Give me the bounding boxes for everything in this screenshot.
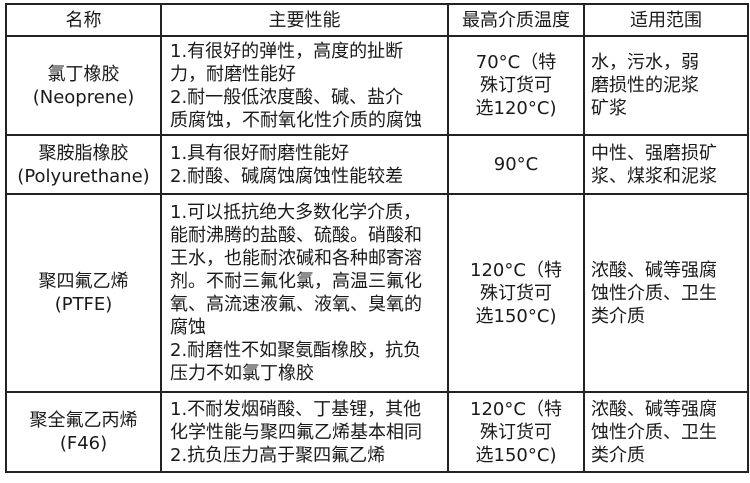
performance-cell: 1.可以抵抗绝大多数化学介质， 能耐沸腾的盐酸、硫酸。硝酸和 王水，也能耐浓碱和各种…	[160, 193, 449, 393]
cell-line: 120°C（特	[470, 398, 562, 420]
material-name: 氯丁橡胶 (Neoprene)	[5, 35, 162, 136]
max-temperature-cell: 90°C	[447, 134, 585, 195]
cell-line: 2.耐酸、碱腐蚀腐蚀性能较差	[170, 165, 404, 187]
cell-line: 王水，也能耐浓碱和各种邮寄溶	[170, 248, 422, 269]
cell-line: 聚胺脂橡胶	[38, 142, 129, 164]
table-row: 氯丁橡胶 (Neoprene) 1.有很好的弹性，高度的扯断 力，耐磨性能好 2.耐一般…	[5, 35, 749, 136]
cell-line: 氧、高流速液氟、液氧、臭氧的	[170, 294, 422, 315]
cell-line: 2.耐磨性不如聚氨酯橡胶，抗负	[170, 340, 422, 361]
performance-cell: 1.具有很好耐磨性能好 2.耐酸、碱腐蚀腐蚀性能较差	[160, 134, 449, 195]
cell-line: (F46)	[59, 433, 108, 454]
cell-line: 蚀性介质、卫生	[591, 421, 717, 443]
max-temperature-cell: 70°C（特 殊订货可 选120°C)	[447, 35, 585, 136]
cell-line: 力，耐磨性能好	[170, 63, 296, 85]
cell-line: 选150°C)	[475, 305, 557, 327]
header-performance: 主要性能	[160, 3, 449, 37]
cell-line: 殊订货可	[480, 421, 552, 443]
application-scope-cell: 水，污水，弱 磨损性的泥浆 矿浆	[583, 35, 749, 136]
cell-line: (PTFE)	[54, 294, 113, 315]
application-scope-cell: 浓酸、碱等强腐 蚀性介质、卫生 类介质	[583, 391, 749, 473]
performance-cell: 1.不耐发烟硝酸、丁基锂，其他 化学性能与聚四氟乙烯基本相同 2.抗负压力高于聚四氟…	[160, 391, 449, 473]
cell-line: 90°C	[493, 154, 539, 175]
cell-line: 水，污水，弱	[591, 52, 699, 73]
cell-line: (Polyurethane)	[17, 165, 150, 187]
cell-line: 殊订货可	[480, 282, 552, 304]
cell-line: 氯丁橡胶	[47, 63, 120, 85]
header-row: 名称 主要性能 最高介质温度 适用范围	[5, 3, 749, 37]
cell-line: 类介质	[591, 305, 645, 327]
cell-line: 2.抗负压力高于聚四氟乙烯	[170, 444, 386, 466]
cell-line: 腐蚀	[170, 317, 206, 338]
cell-line: 选150°C)	[475, 444, 557, 466]
cell-line: 能耐沸腾的盐酸、硫酸。硝酸和	[170, 225, 422, 246]
performance-cell: 1.有很好的弹性，高度的扯断 力，耐磨性能好 2.耐一般低浓度酸、碱、盐介 质腐蚀，不…	[160, 35, 449, 136]
cell-line: 70°C（特	[475, 52, 557, 73]
cell-line: 浓酸、碱等强腐	[591, 398, 717, 420]
cell-line: 120°C（特	[470, 259, 562, 281]
application-scope-cell: 中性、强磨损矿 浆、煤浆和泥浆	[583, 134, 749, 195]
header-name: 名称	[5, 3, 162, 37]
cell-line: 1.具有很好耐磨性能好	[170, 142, 350, 164]
cell-line: 磨损性的泥浆	[591, 75, 699, 96]
cell-line: 殊订货可	[480, 75, 552, 96]
cell-line: 剂。不耐三氟化氯，高温三氟化	[170, 271, 422, 292]
material-name: 聚全氟乙丙烯 (F46)	[5, 391, 162, 473]
cell-line: 质腐蚀，不耐氧化性介质的腐蚀	[170, 109, 422, 131]
max-temperature-cell: 120°C（特 殊订货可 选150°C)	[447, 193, 585, 393]
cell-line: 聚全氟乙丙烯	[29, 410, 138, 431]
table-row: 聚胺脂橡胶 (Polyurethane) 1.具有很好耐磨性能好 2.耐酸、碱腐蚀腐蚀…	[5, 134, 749, 195]
max-temperature-cell: 120°C（特 殊订货可 选150°C)	[447, 391, 585, 473]
table-row: 聚全氟乙丙烯 (F46) 1.不耐发烟硝酸、丁基锂，其他 化学性能与聚四氟乙烯基本相同…	[5, 391, 749, 473]
cell-line: 矿浆	[591, 98, 627, 119]
cell-line: 蚀性介质、卫生	[591, 282, 717, 304]
cell-line: (Neoprene)	[32, 86, 135, 108]
cell-line: 中性、强磨损矿	[591, 142, 717, 164]
material-name: 聚胺脂橡胶 (Polyurethane)	[5, 134, 162, 195]
cell-line: 聚四氟乙烯	[38, 271, 129, 292]
cell-line: 化学性能与聚四氟乙烯基本相同	[170, 421, 422, 443]
cell-line: 2.耐一般低浓度酸、碱、盐介	[170, 86, 404, 108]
cell-line: 选120°C)	[475, 98, 557, 119]
cell-line: 类介质	[591, 444, 645, 466]
cell-line: 1.不耐发烟硝酸、丁基锂，其他	[170, 398, 422, 420]
application-scope-cell: 浓酸、碱等强腐 蚀性介质、卫生 类介质	[583, 193, 749, 393]
header-max-temperature: 最高介质温度	[447, 3, 585, 37]
cell-line: 1.可以抵抗绝大多数化学介质，	[170, 202, 422, 223]
cell-line: 浆、煤浆和泥浆	[591, 165, 717, 187]
table-row: 聚四氟乙烯 (PTFE) 1.可以抵抗绝大多数化学介质， 能耐沸腾的盐酸、硫酸。硝酸和…	[5, 193, 749, 393]
material-properties-table: 名称 主要性能 最高介质温度 适用范围 氯丁橡胶 (Neoprene) 1.有很好的…	[5, 3, 749, 473]
cell-line: 浓酸、碱等强腐	[591, 259, 717, 281]
material-name: 聚四氟乙烯 (PTFE)	[5, 193, 162, 393]
cell-line: 1.有很好的弹性，高度的扯断	[170, 40, 404, 62]
header-scope: 适用范围	[583, 3, 749, 37]
cell-line: 压力不如氯丁橡胶	[170, 363, 314, 384]
